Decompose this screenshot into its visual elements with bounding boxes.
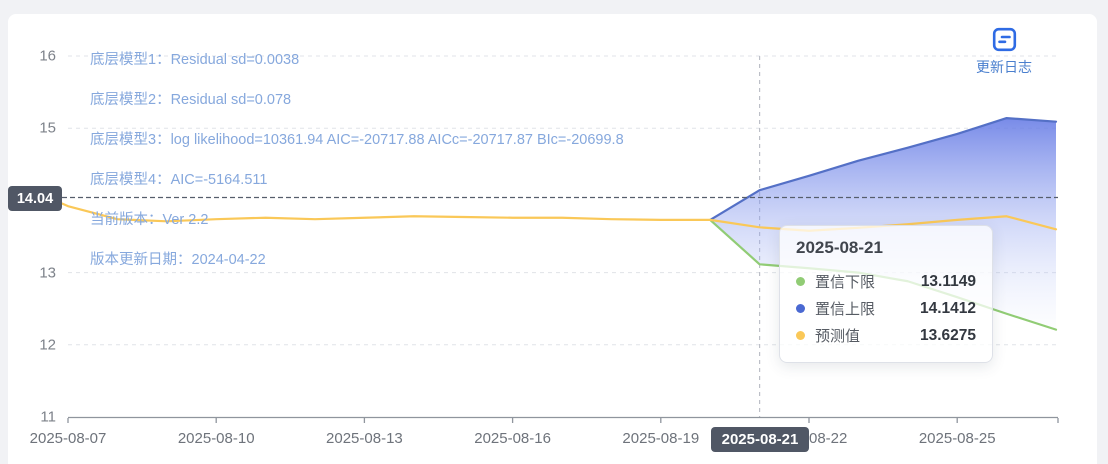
series-dot-forecast-icon xyxy=(796,331,805,340)
annotation-model-4: 底层模型4：AIC=-5164.511 xyxy=(90,172,268,188)
annotation-model-2: 底层模型2：Residual sd=0.078 xyxy=(90,92,292,108)
tooltip-label: 置信上限 xyxy=(815,301,876,318)
series-dot-upper-icon xyxy=(796,304,805,313)
tooltip-date: 2025-08-21 xyxy=(796,238,883,257)
update-log-button[interactable]: 更新日志 xyxy=(970,26,1038,77)
y-tick-label: 11 xyxy=(40,408,56,426)
y-tick-label: 16 xyxy=(39,47,56,65)
x-axis-pointer-badge: 2025-08-21 xyxy=(711,427,809,452)
tooltip-label: 置信下限 xyxy=(815,274,876,291)
tooltip-label: 预测值 xyxy=(815,328,861,345)
chart-tooltip: 2025-08-21 置信下限 13.1149 置信上限 14.1412 预测值… xyxy=(779,225,993,363)
changelog-icon xyxy=(992,27,1016,52)
x-tick-label: 2025-08-16 xyxy=(474,430,551,447)
x-tick-label: 2025-08-10 xyxy=(177,430,255,447)
y-axis-marker-badge: 14.04 xyxy=(8,186,62,211)
x-tick-label: 2025-08-13 xyxy=(326,430,403,447)
tooltip-row-forecast: 预测值 13.6275 xyxy=(796,322,976,349)
y-tick-label: 12 xyxy=(39,336,56,354)
tooltip-value: 13.6275 xyxy=(919,326,976,344)
x-axis xyxy=(67,416,1059,423)
annotation-model-3: 底层模型3：log likelihood=10361.94 AIC=-20717… xyxy=(90,132,624,148)
tooltip-value: 14.1412 xyxy=(919,299,976,317)
annotation-model-1: 底层模型1：Residual sd=0.0038 xyxy=(90,52,300,68)
update-log-label: 更新日志 xyxy=(976,59,1032,75)
tooltip-row-upper: 置信上限 14.1412 xyxy=(796,295,976,322)
series-dot-lower-icon xyxy=(796,277,805,286)
annotation-version: 当前版本：Ver 2.2 xyxy=(90,212,209,228)
tooltip-value: 13.1149 xyxy=(920,272,976,290)
y-tick-label: 13 xyxy=(39,264,56,282)
x-tick-label: 2025-08-07 xyxy=(29,430,107,447)
y-tick-label: 15 xyxy=(39,119,56,137)
x-tick-label: 2025-08-19 xyxy=(622,430,700,447)
annotation-version-date: 版本更新日期：2024-04-22 xyxy=(90,252,266,268)
tooltip-row-lower: 置信下限 13.1149 xyxy=(796,268,976,295)
x-tick-label: 2025-08-25 xyxy=(918,430,996,447)
